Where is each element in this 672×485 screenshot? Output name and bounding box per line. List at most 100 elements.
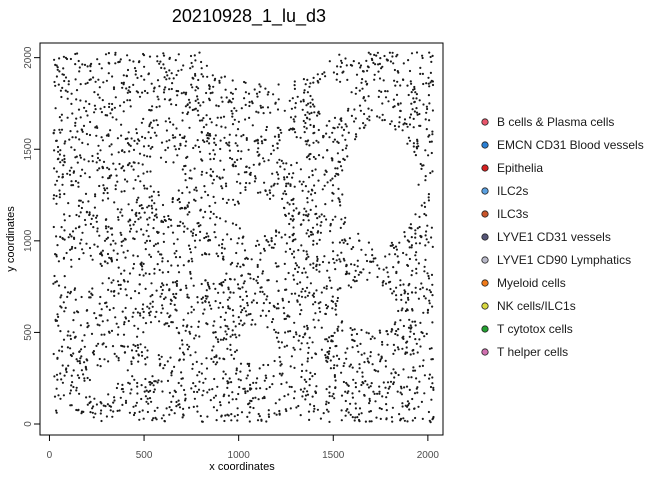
cell-point: [351, 328, 354, 332]
cell-point: [156, 95, 159, 98]
cell-point: [212, 212, 215, 215]
cell-point: [207, 235, 210, 238]
cell-point: [59, 131, 62, 134]
cell-point: [190, 305, 193, 308]
cell-point: [138, 312, 142, 315]
cell-point: [196, 95, 199, 98]
cell-point: [412, 117, 415, 120]
cell-point: [395, 271, 398, 275]
cell-point: [320, 221, 323, 224]
cell-point: [289, 184, 292, 187]
cell-point: [268, 244, 271, 247]
cell-point: [360, 383, 363, 387]
cell-point: [324, 356, 328, 359]
cell-point: [110, 290, 113, 293]
cell-point: [277, 265, 280, 268]
cell-point: [302, 390, 305, 393]
cell-point: [257, 412, 260, 416]
cell-point: [135, 349, 138, 353]
cell-point: [294, 292, 297, 295]
cell-point: [401, 78, 405, 81]
cell-point: [118, 60, 121, 64]
cell-point: [299, 388, 302, 391]
cell-point: [67, 236, 70, 239]
cell-point: [327, 401, 330, 404]
cell-point: [304, 290, 307, 293]
cell-point: [316, 114, 319, 117]
cell-point: [407, 298, 410, 301]
cell-point: [90, 217, 93, 220]
cell-point: [142, 274, 145, 277]
cell-point: [426, 308, 430, 311]
cell-point: [263, 396, 266, 400]
cell-point: [186, 296, 189, 299]
cell-point: [171, 197, 174, 200]
cell-point: [177, 189, 180, 192]
cell-point: [261, 397, 264, 400]
legend-label: EMCN CD31 Blood vessels: [497, 138, 644, 152]
cell-point: [353, 108, 356, 111]
cell-point: [190, 387, 193, 390]
cell-point: [352, 339, 355, 342]
cell-point: [367, 361, 370, 364]
cell-point: [79, 116, 82, 119]
cell-point: [316, 223, 319, 226]
cell-point: [214, 331, 217, 334]
cell-point: [245, 290, 248, 293]
cell-point: [128, 86, 131, 89]
cell-point: [406, 340, 409, 343]
cell-point: [205, 235, 208, 239]
cell-point: [331, 191, 334, 194]
cell-point: [285, 381, 288, 384]
cell-point: [141, 135, 144, 138]
cell-point: [123, 321, 126, 324]
cell-point: [117, 218, 120, 221]
cell-point: [416, 391, 419, 394]
cell-point: [106, 191, 109, 195]
cell-point: [246, 374, 249, 377]
cell-point: [147, 73, 150, 76]
cell-point: [313, 372, 317, 376]
cell-point: [398, 116, 401, 119]
cell-point: [108, 145, 111, 148]
cell-point: [195, 360, 198, 363]
cell-point: [109, 129, 112, 132]
cell-point: [249, 383, 252, 386]
cell-point: [80, 295, 83, 299]
legend-swatch: [481, 141, 489, 149]
cell-point: [285, 162, 288, 165]
cell-point: [73, 287, 77, 290]
cell-point: [292, 118, 295, 121]
cell-point: [237, 149, 240, 153]
cell-point: [410, 291, 414, 294]
cell-point: [136, 381, 139, 385]
cell-point: [334, 386, 337, 390]
cell-point: [212, 85, 215, 88]
cell-point: [246, 257, 249, 260]
legend-swatch: [481, 348, 489, 356]
cell-point: [319, 231, 322, 234]
cell-point: [267, 91, 270, 94]
cell-point: [384, 282, 388, 285]
cell-point: [287, 393, 290, 396]
cell-point: [342, 70, 345, 73]
cell-point: [408, 123, 412, 126]
cell-point: [368, 271, 371, 274]
cell-point: [217, 105, 220, 108]
cell-point: [74, 335, 77, 338]
cell-point: [231, 115, 234, 118]
cell-point: [402, 417, 405, 420]
cell-point: [98, 96, 101, 99]
cell-point: [127, 319, 130, 323]
cell-point: [385, 396, 388, 399]
cell-point: [429, 421, 432, 424]
cell-point: [334, 302, 337, 305]
cell-point: [293, 185, 296, 188]
cell-point: [61, 86, 64, 89]
cell-point: [418, 225, 421, 229]
cell-point: [121, 214, 124, 217]
cell-point: [339, 118, 342, 121]
cell-point: [88, 246, 92, 250]
cell-point: [253, 180, 256, 183]
cell-point: [352, 60, 355, 63]
